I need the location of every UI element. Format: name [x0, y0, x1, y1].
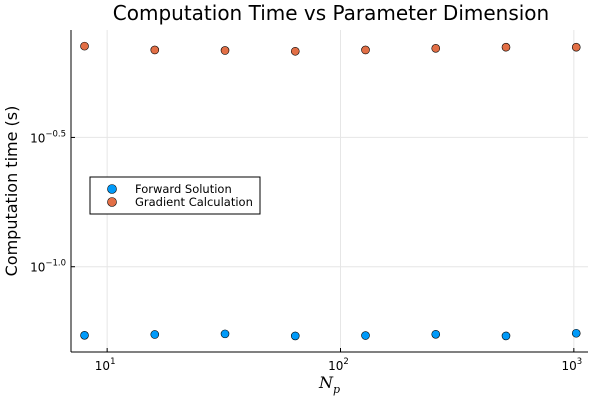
x-axis-label-main: N: [318, 373, 334, 392]
data-point: [361, 331, 370, 340]
y-axis-label: Computation time (s): [2, 106, 21, 277]
data-point: [290, 46, 300, 56]
x-tick-label: 101: [95, 357, 116, 373]
data-point: [571, 42, 581, 52]
x-axis-label: N p: [318, 373, 340, 396]
data-point: [290, 331, 300, 341]
data-point: [220, 46, 230, 55]
data-point: [80, 331, 89, 340]
x-tick-label: 103: [561, 357, 582, 373]
data-point: [220, 329, 230, 339]
data-point: [431, 44, 441, 53]
chart-title: Computation Time vs Parameter Dimension: [113, 1, 549, 25]
x-tick-label: 102: [328, 357, 349, 373]
data-point: [431, 329, 441, 339]
legend-label: Gradient Calculation: [135, 195, 253, 209]
data-point: [150, 45, 160, 55]
data-point: [501, 42, 511, 52]
legend-box: [89, 176, 261, 215]
x-axis-label-subscript: p: [333, 383, 340, 396]
data-point: [501, 331, 511, 341]
x-ticks: 101 102 103: [95, 348, 582, 373]
legend-marker: [107, 184, 117, 194]
data-point: [80, 41, 89, 51]
y-ticks: 10−0.5 10−1.0: [30, 129, 75, 275]
y-tick-label: 10−0.5: [30, 129, 66, 145]
data-point: [150, 330, 160, 339]
data-points: [80, 41, 581, 341]
legend-label: Forward Solution: [135, 182, 232, 196]
data-point: [571, 328, 581, 338]
data-point: [361, 45, 370, 55]
legend-marker: [107, 197, 117, 207]
grid-lines: [71, 30, 588, 352]
y-tick-label: 10−1.0: [30, 259, 66, 275]
plot-frame: [70, 30, 588, 353]
